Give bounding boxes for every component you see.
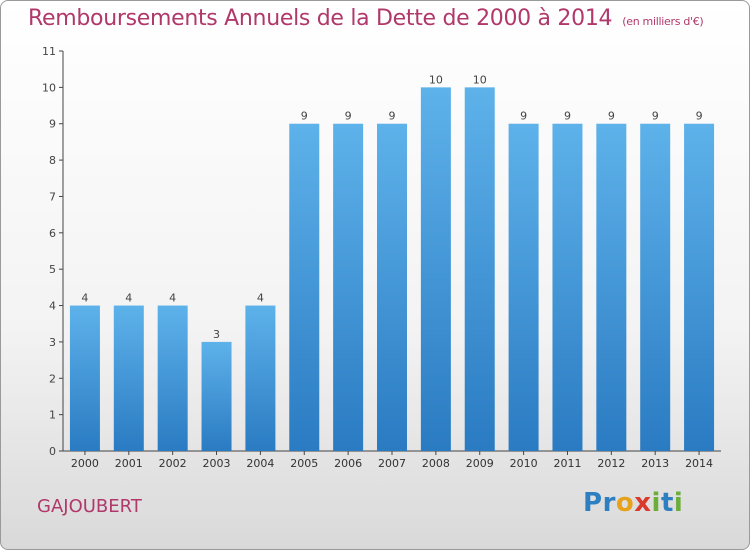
x-tick-label: 2002: [159, 457, 187, 470]
x-tick-label: 2001: [115, 457, 143, 470]
x-tick-label: 2003: [203, 457, 231, 470]
bar-value-label: 4: [125, 292, 132, 305]
bar-value-label: 10: [473, 73, 487, 86]
x-tick-label: 2008: [422, 457, 450, 470]
bar-value-label: 9: [652, 110, 659, 123]
y-tick-label: 8: [49, 154, 56, 167]
y-tick-label: 10: [42, 81, 56, 94]
bar: [552, 123, 583, 452]
logo-letter: x: [634, 488, 652, 518]
bar-value-label: 9: [696, 110, 703, 123]
bar-value-label: 9: [564, 110, 571, 123]
bar-value-label: 9: [301, 110, 308, 123]
chart-unit: (en milliers d'€): [622, 15, 704, 28]
bar: [289, 123, 320, 452]
logo-letter: o: [615, 488, 635, 518]
y-tick-label: 9: [49, 118, 56, 131]
bar-value-label: 9: [389, 110, 396, 123]
bar: [333, 123, 364, 452]
bar: [201, 341, 232, 451]
y-tick-label: 6: [49, 227, 56, 240]
x-tick-label: 2006: [334, 457, 362, 470]
x-tick-label: 2005: [290, 457, 318, 470]
x-tick-label: 2007: [378, 457, 406, 470]
bar: [245, 305, 276, 451]
bar: [596, 123, 627, 452]
x-tick-label: 2012: [597, 457, 625, 470]
chart-title-text: Remboursements Annuels de la Dette de 20…: [28, 6, 613, 31]
commune-name: GAJOUBERT: [37, 496, 142, 517]
bar: [640, 123, 671, 452]
bar-value-label: 9: [345, 110, 352, 123]
x-tick-label: 2014: [685, 457, 713, 470]
proxiti-logo: Proxiti: [583, 488, 683, 518]
x-tick-label: 2011: [553, 457, 581, 470]
logo-letter: t: [660, 488, 674, 518]
x-tick-label: 2000: [71, 457, 99, 470]
x-tick-label: 2004: [246, 457, 274, 470]
bar-value-label: 3: [213, 328, 220, 341]
x-tick-label: 2009: [466, 457, 494, 470]
bar: [508, 123, 539, 452]
bar-value-label: 9: [520, 110, 527, 123]
bar: [464, 87, 495, 451]
bar: [377, 123, 407, 452]
bar-value-label: 4: [81, 292, 88, 305]
y-tick-label: 1: [49, 409, 56, 422]
y-tick-label: 2: [49, 372, 56, 385]
logo-letter: i: [673, 488, 684, 518]
bar: [113, 305, 144, 451]
y-tick-label: 5: [49, 263, 56, 276]
bar-value-label: 4: [169, 292, 176, 305]
bar: [420, 87, 451, 451]
y-tick-label: 3: [49, 336, 56, 349]
y-tick-label: 11: [42, 45, 56, 58]
bar-value-label: 4: [257, 292, 264, 305]
logo-letter: P: [583, 488, 603, 518]
bar: [69, 305, 100, 451]
bar: [684, 123, 715, 452]
chart-title: Remboursements Annuels de la Dette de 20…: [28, 6, 704, 31]
logo-letter: i: [651, 488, 661, 518]
x-tick-label: 2013: [641, 457, 669, 470]
y-tick-label: 7: [49, 190, 56, 203]
bar-value-label: 9: [608, 110, 615, 123]
y-tick-label: 4: [49, 300, 56, 313]
bar: [157, 305, 188, 451]
logo-letter: r: [602, 488, 616, 518]
bar-value-label: 10: [429, 73, 443, 86]
y-tick-label: 0: [49, 445, 56, 458]
x-tick-label: 2010: [510, 457, 538, 470]
